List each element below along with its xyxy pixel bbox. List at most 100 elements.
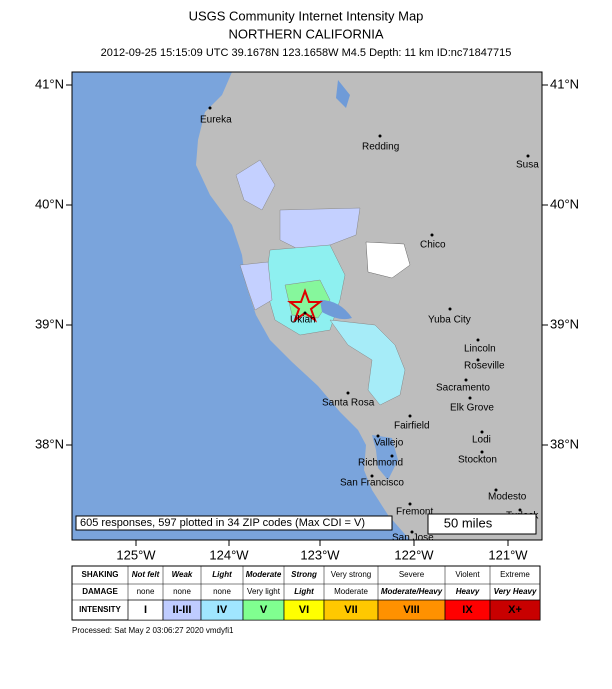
shaking-label: Weak [172,570,193,579]
city-label: Yuba City [428,315,471,326]
intensity-label: X+ [508,604,522,616]
city-label: San Jose [392,533,434,544]
zip-area [329,319,406,406]
lake [320,300,352,320]
lon-label: 122°W [394,547,434,562]
city-dot [480,450,484,454]
shaking-label: Extreme [500,570,530,579]
city-label: Fremont [396,507,433,518]
intensity-label: IX [462,604,473,616]
city-label: Eureka [200,115,232,126]
intensity-label: VI [299,604,309,616]
city-dot [303,311,307,315]
lat-label: 38°N [35,436,64,451]
damage-label: Moderate [334,587,368,596]
lon-label: 123°W [300,547,340,562]
city-label: Santa Rosa [322,398,375,409]
city-dot [468,396,472,400]
region: NORTHERN CALIFORNIA [228,26,383,41]
city-dot [476,358,480,362]
city-label: Stockton [458,455,497,466]
intensity-label: VIII [403,604,420,616]
processed-note: Processed: Sat May 2 03:06:27 2020 vmdyf… [72,626,234,635]
lat-label: 40°N [550,196,579,211]
lon-label: 125°W [116,547,156,562]
city-label: Ukiah [290,315,316,326]
city-dot [376,434,380,438]
shaking-label: Very strong [331,570,371,579]
city-dot [430,233,434,237]
city-label: Richmond [358,458,403,469]
row-label: SHAKING [82,570,119,579]
city-label: Sacramento [436,383,490,394]
intensity-label: VII [344,604,357,616]
ocean [72,72,410,540]
bay [372,435,398,480]
city-label: Modesto [488,492,527,503]
lon-label: 121°W [488,547,528,562]
map [71,71,543,541]
lat-label: 40°N [35,196,64,211]
shaking-label: Strong [291,570,317,579]
city-dot [518,508,522,512]
damage-label: none [173,587,191,596]
scale-box [427,513,537,535]
city-dot [390,454,394,458]
lat-label: 41°N [550,76,579,91]
city-label: Fairfield [394,421,430,432]
city-dot [346,391,350,395]
city-dot [208,106,212,110]
damage-label: Heavy [456,587,480,596]
city-label: Lodi [472,435,491,446]
city-label: Roseville [464,361,505,372]
title: USGS Community Internet Intensity Map [189,8,424,23]
city-dot [408,502,412,506]
shaking-label: Violent [455,570,480,579]
responses-note: 605 responses, 597 plotted in 34 ZIP cod… [80,517,365,529]
intensity-label: I [144,604,147,616]
city-dot [448,307,452,311]
damage-label: Moderate/Heavy [381,587,443,596]
shaking-label: Moderate [246,570,282,579]
shaking-label: Not felt [132,570,160,579]
city-dot [378,134,382,138]
intensity-label: IV [217,604,228,616]
map-frame [71,71,543,541]
city-dot [464,378,468,382]
city-dot [370,474,374,478]
lat-label: 39°N [35,316,64,331]
zip-area [235,159,276,211]
city-label: Vallejo [374,438,404,449]
city-dot [494,488,498,492]
intensity-label: V [260,604,268,616]
city-dot [526,154,530,158]
zip-area [239,261,273,311]
damage-label: Light [294,587,314,596]
lake [336,80,350,108]
city-dot [480,430,484,434]
damage-label: Very Heavy [494,587,537,596]
lat-label: 39°N [550,316,579,331]
lat-label: 38°N [550,436,579,451]
city-dot [476,338,480,342]
city-dot [410,530,414,534]
city-dot [408,414,412,418]
city-label: Redding [362,142,399,153]
shaking-label: Severe [399,570,425,579]
zip-area [365,241,411,279]
damage-label: Very light [247,587,281,596]
scale-label: 50 miles [444,515,493,530]
shaking-label: Light [212,570,232,579]
city-label: Elk Grove [450,403,494,414]
row-label: DAMAGE [82,587,118,596]
city-label: San Francisco [340,478,404,489]
lat-label: 41°N [35,76,64,91]
event-info: 2012-09-25 15:15:09 UTC 39.1678N 123.165… [101,47,512,59]
lon-label: 124°W [209,547,249,562]
city-label: Susa [516,160,539,171]
intensity-label: II-III [173,604,192,616]
damage-label: none [137,587,155,596]
city-label: Lincoln [464,344,496,355]
city-label: Chico [420,240,446,251]
